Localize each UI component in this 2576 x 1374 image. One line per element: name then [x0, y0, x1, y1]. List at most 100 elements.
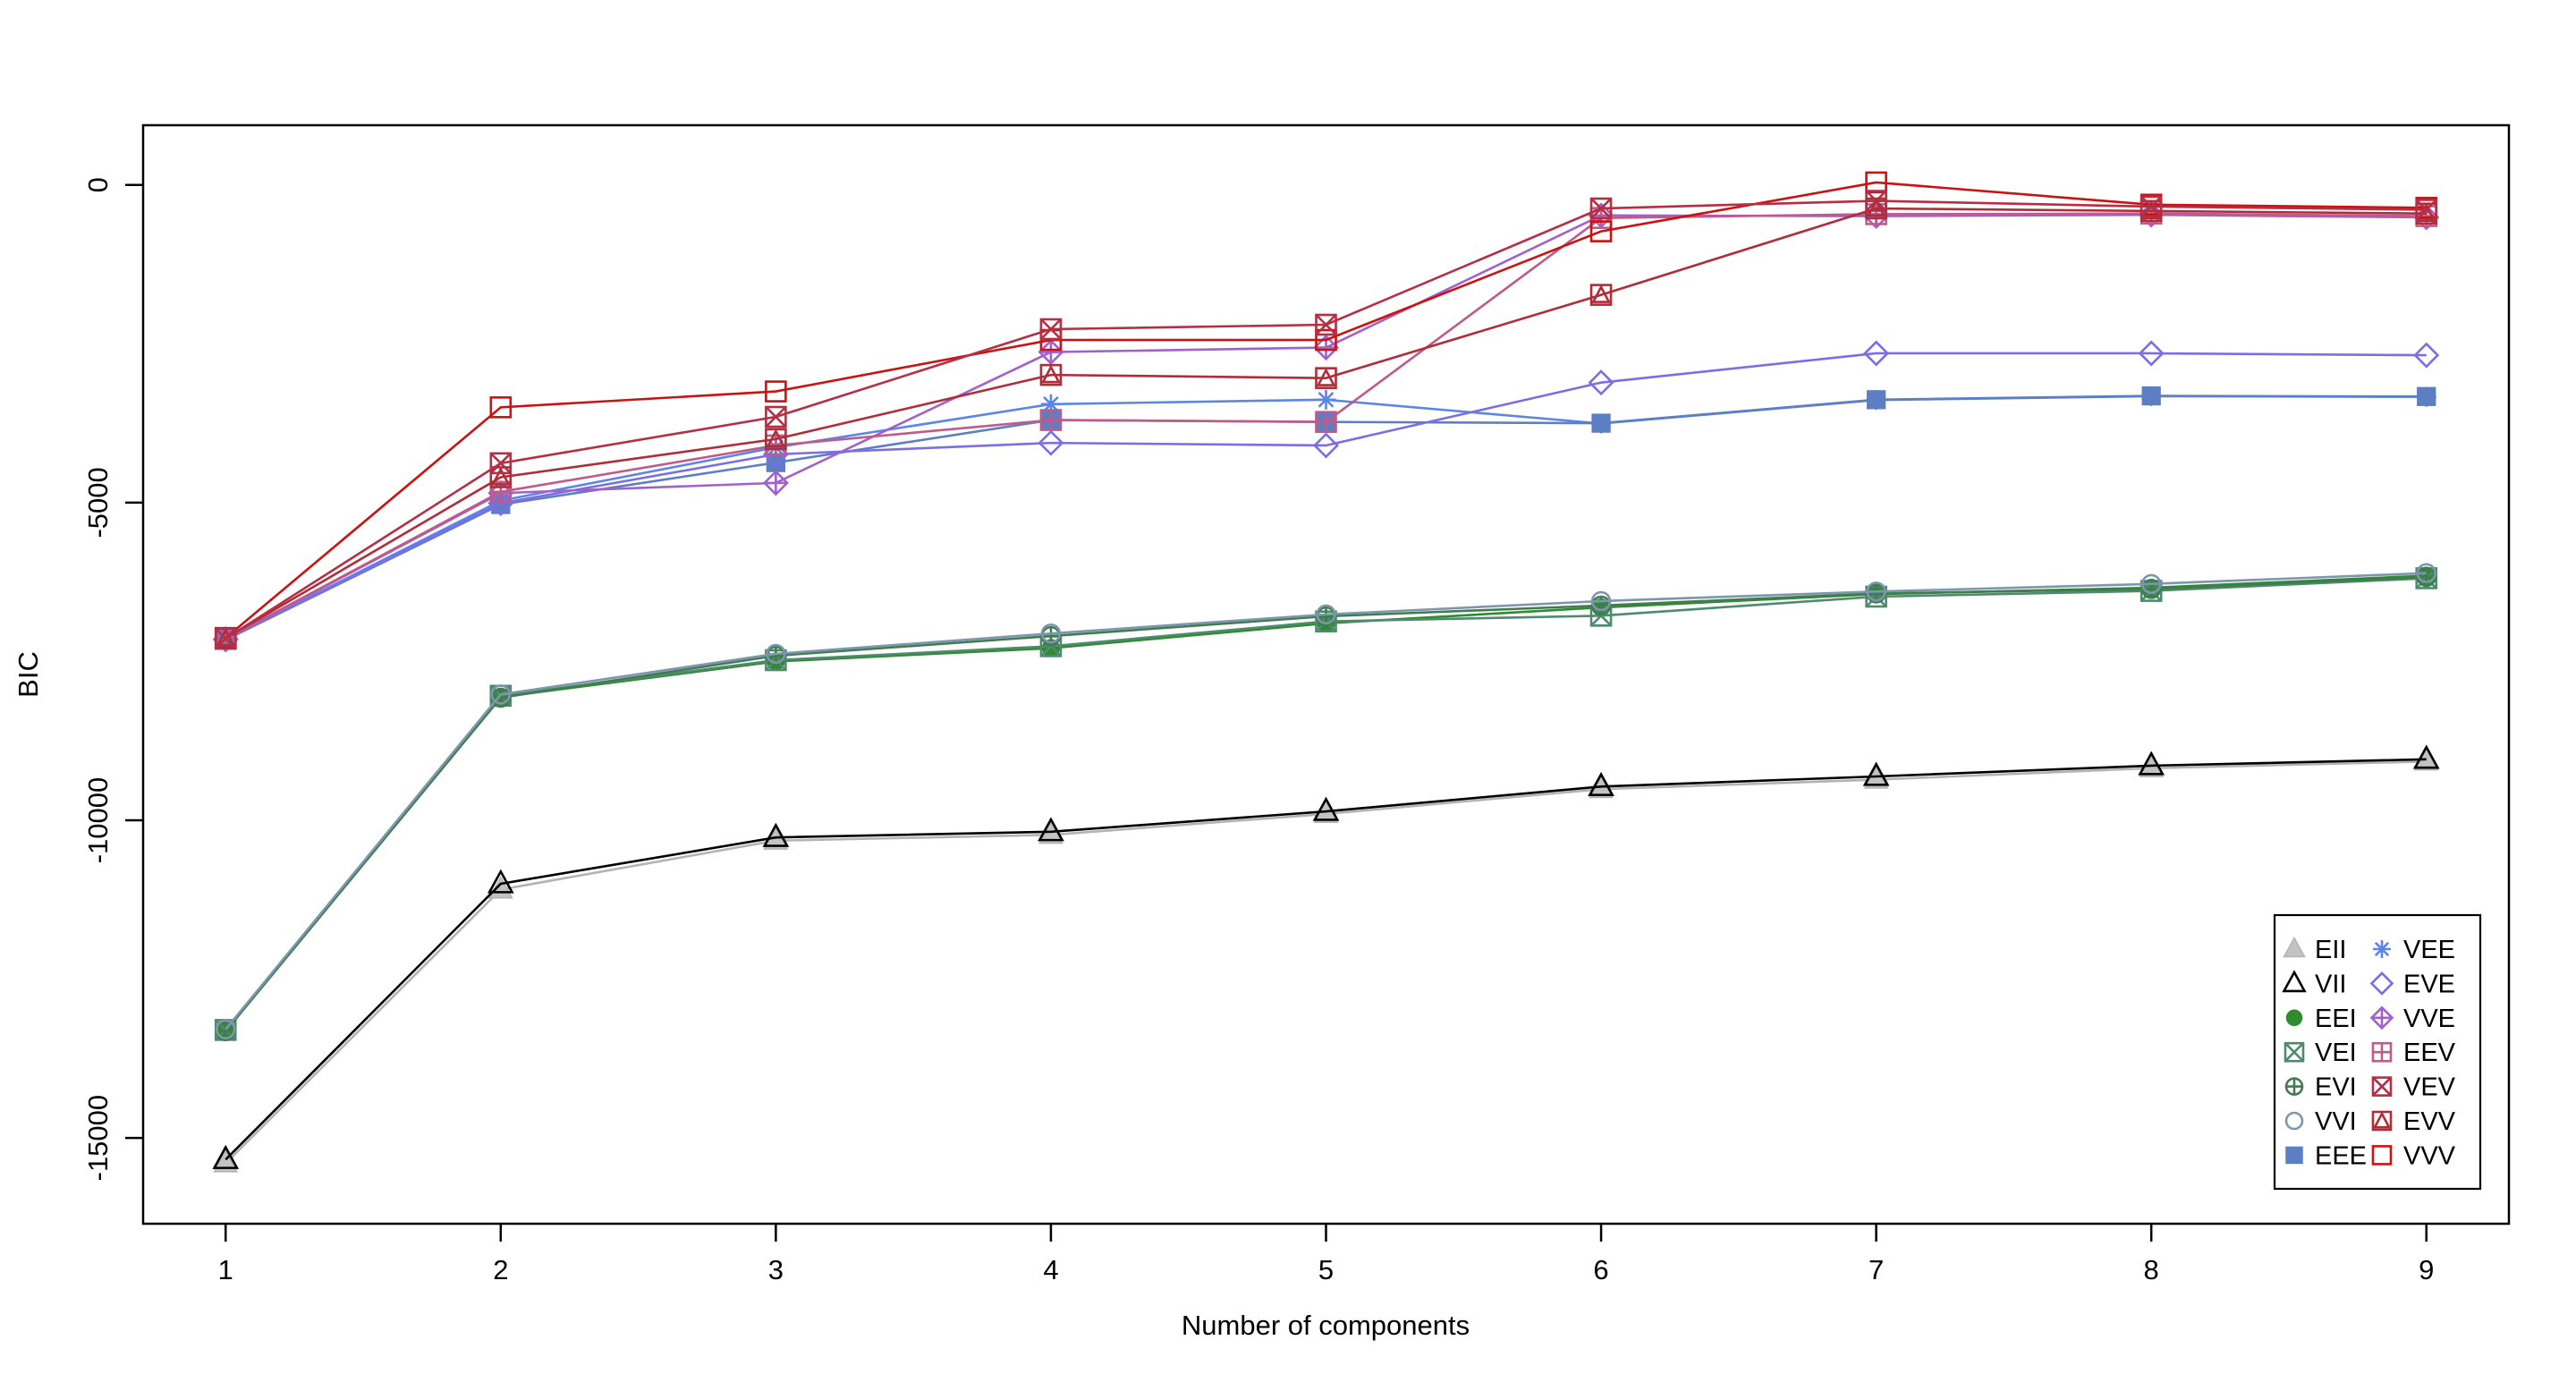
legend-item-VII: VII	[2282, 970, 2346, 998]
marker-VVV-2	[489, 396, 513, 419]
series-VVV	[214, 171, 2438, 649]
marker-EVV-2	[489, 466, 513, 488]
series-layer	[212, 171, 2440, 1173]
marker-EEE-6	[1591, 413, 1611, 433]
marker-VVI-2	[490, 684, 512, 705]
marker-VII-4	[1038, 817, 1064, 842]
legend-item-VVV: VVV	[2371, 1141, 2456, 1170]
marker-EVV-4	[1039, 363, 1063, 386]
marker-VII-1	[212, 1144, 240, 1169]
legend-symbol-VVI	[2284, 1111, 2304, 1131]
marker-VII-7	[1862, 761, 1890, 786]
series-EVE	[212, 340, 2440, 653]
marker-EVE-2	[487, 490, 514, 517]
y-axis-title: BIC	[13, 651, 44, 698]
x-tick-label: 6	[1593, 1254, 1608, 1285]
x-tick-label: 5	[1318, 1254, 1334, 1285]
legend-item-VVI: VVI	[2284, 1107, 2357, 1136]
marker-EEE-9	[2417, 386, 2436, 406]
marker-EVE-4	[1038, 429, 1064, 456]
legend-label-VEE: VEE	[2403, 936, 2455, 964]
x-tick-label: 7	[1868, 1254, 1884, 1285]
x-tick-label: 4	[1043, 1254, 1058, 1285]
series-EEV	[214, 202, 2438, 650]
legend-label-VEV: VEV	[2403, 1073, 2456, 1102]
marker-VVV-5	[1315, 328, 1337, 352]
series-VVI	[216, 563, 2436, 1039]
marker-EVV-6	[1589, 284, 1613, 306]
y-tick-label: -5000	[82, 467, 114, 538]
series-line-VVI	[225, 572, 2427, 1030]
marker-VII-3	[762, 822, 790, 847]
marker-VII-6	[1588, 771, 1614, 797]
x-tick-label: 8	[2144, 1254, 2159, 1285]
legend-item-EEE: EEE	[2285, 1141, 2367, 1170]
legend-label-VII: VII	[2315, 970, 2346, 998]
marker-VVV-6	[1589, 220, 1613, 242]
marker-VVI-6	[1590, 590, 1612, 612]
legend-label-EII: EII	[2315, 936, 2346, 964]
marker-VEV-8	[2140, 195, 2163, 218]
marker-EEE-8	[2141, 386, 2161, 406]
series-line-VVV	[225, 181, 2427, 640]
marker-VVI-5	[1316, 604, 1336, 625]
legend-symbol-VEI	[2284, 1041, 2305, 1063]
legend-item-VEI: VEI	[2284, 1039, 2357, 1067]
marker-VVV-7	[1865, 171, 1887, 194]
legend-label-EVE: EVE	[2403, 970, 2455, 998]
marker-EVE-6	[1588, 369, 1614, 396]
legend-item-EII: EII	[2283, 936, 2346, 964]
marker-EVE-5	[1313, 432, 1339, 459]
marker-VVI-7	[1866, 581, 1886, 602]
marker-EVE-9	[2413, 342, 2440, 369]
legend-label-VVV: VVV	[2403, 1141, 2456, 1170]
legend-label-EEV: EEV	[2403, 1039, 2456, 1067]
marker-EVE-7	[1863, 340, 1890, 367]
series-EII	[213, 747, 2439, 1173]
legend-item-EVI: EVI	[2284, 1073, 2357, 1102]
series-VII	[212, 744, 2440, 1169]
marker-VEV-3	[765, 405, 787, 428]
marker-EEV-4	[1039, 409, 1063, 431]
marker-VEV-7	[1865, 190, 1887, 212]
marker-VII-9	[2412, 744, 2440, 769]
legend-symbol-VVE	[2369, 1005, 2394, 1030]
marker-VVE-4	[1038, 339, 1064, 366]
marker-VVI-3	[766, 643, 786, 665]
marker-VVI-4	[1040, 623, 1062, 644]
y-tick-label: -15000	[82, 1095, 114, 1182]
marker-EVI-6	[1590, 595, 1612, 616]
marker-EEV-5	[1315, 411, 1337, 433]
marker-EVV-5	[1315, 367, 1337, 389]
legend-symbol-EVE	[2369, 971, 2394, 996]
legend-item-EVE: EVE	[2369, 970, 2455, 998]
legend-item-VEE: VEE	[2373, 936, 2455, 964]
y-axis: 0 -5000 -10000 -15000	[82, 177, 143, 1181]
x-tick-label: 9	[2419, 1254, 2434, 1285]
legend-label-VEI: VEI	[2315, 1039, 2357, 1067]
marker-VEV-4	[1039, 318, 1063, 341]
marker-EEE-7	[1866, 390, 1886, 410]
legend: EII VII EEI VEI EVI VVI EEE VEE EVE VVE EEV VEV EVV V…	[2273, 913, 2482, 1191]
legend-item-EEI: EEI	[2285, 1005, 2357, 1033]
marker-VEE-5	[1316, 389, 1336, 410]
marker-VVI-1	[216, 1019, 236, 1039]
marker-VVE-3	[762, 470, 789, 496]
y-tick-label: -10000	[82, 777, 114, 864]
legend-symbol-EVV	[2371, 1110, 2393, 1132]
x-tick-label: 1	[218, 1254, 233, 1285]
legend-label-EVI: EVI	[2315, 1073, 2357, 1102]
legend-symbol-EEE	[2285, 1146, 2303, 1165]
legend-symbol-VEE	[2373, 940, 2391, 958]
legend-label-VVE: VVE	[2403, 1005, 2455, 1033]
marker-EVV-3	[765, 428, 787, 451]
marker-EVE-8	[2138, 340, 2165, 367]
marker-EII-1	[213, 1149, 239, 1173]
legend-label-VVI: VVI	[2315, 1107, 2357, 1136]
legend-item-VEV: VEV	[2371, 1073, 2456, 1102]
series-line-VII	[225, 758, 2427, 1161]
marker-VEV-5	[1315, 313, 1337, 336]
legend-symbol-VII	[2282, 970, 2307, 993]
